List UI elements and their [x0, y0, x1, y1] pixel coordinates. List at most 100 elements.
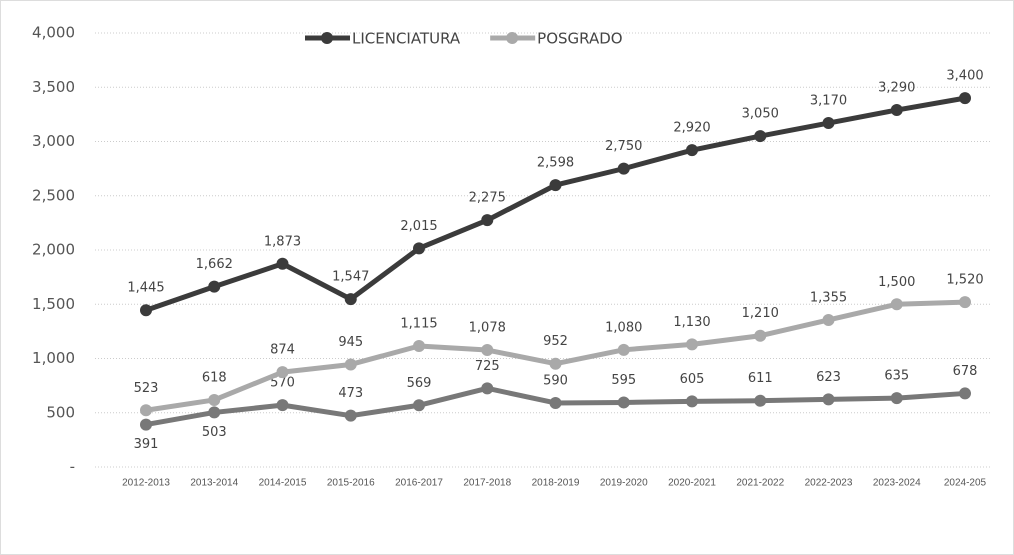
data-label: 2,275 [469, 191, 506, 206]
point [481, 344, 494, 357]
data-label: 945 [338, 335, 363, 350]
point [413, 399, 425, 412]
data-label: 605 [680, 372, 705, 387]
point [344, 409, 357, 422]
data-label: 523 [134, 381, 159, 396]
legend-label: POSGRADO [537, 30, 622, 48]
point [890, 104, 903, 117]
point [959, 296, 971, 309]
data-label: 1,078 [469, 321, 506, 336]
point [754, 394, 767, 407]
data-label: 1,210 [742, 306, 779, 321]
point [822, 117, 835, 130]
point [890, 392, 903, 405]
data-label: 1,873 [264, 234, 301, 249]
data-label: 1,500 [878, 275, 915, 290]
point [344, 293, 357, 306]
data-label: 952 [543, 334, 568, 349]
y-tick-label: 2,000 [32, 241, 75, 259]
data-label: 2,598 [537, 156, 574, 171]
x-tick-label: 2018-2019 [532, 478, 580, 489]
data-label: 635 [884, 369, 909, 384]
data-label: 590 [543, 373, 568, 388]
data-label: 618 [202, 370, 227, 385]
point [822, 313, 835, 326]
data-label: 2,920 [673, 121, 710, 136]
data-label: 1,115 [400, 317, 437, 332]
data-label: 2,015 [400, 219, 437, 234]
legend-marker [321, 32, 333, 44]
point [208, 406, 221, 419]
data-label: 391 [134, 437, 159, 452]
point [754, 329, 767, 342]
point [686, 395, 698, 408]
point [413, 242, 425, 255]
y-tick-label: 3,500 [32, 78, 75, 96]
point [276, 257, 289, 270]
data-label: 473 [338, 386, 363, 401]
data-label: 874 [270, 343, 295, 358]
data-label: 3,400 [946, 69, 983, 84]
data-label: 1,547 [332, 270, 369, 285]
x-tick-label: 2021-2022 [736, 478, 784, 489]
data-label: 1,520 [946, 273, 983, 288]
y-tick-label: - [70, 458, 75, 476]
data-label: 1,130 [673, 315, 710, 330]
point [276, 399, 289, 412]
point [686, 338, 698, 351]
y-tick-label: 2,500 [32, 186, 75, 204]
data-label: 611 [748, 371, 773, 386]
point [617, 343, 630, 356]
data-label: 595 [611, 373, 636, 388]
x-tick-label: 2014-2015 [259, 478, 307, 489]
point [344, 358, 357, 371]
x-tick-label: 2012-2013 [122, 478, 170, 489]
point [276, 366, 289, 379]
point [481, 214, 494, 227]
data-label: 3,290 [878, 81, 915, 96]
data-label: 503 [202, 425, 227, 440]
point [754, 130, 767, 143]
data-label: 3,170 [810, 94, 847, 109]
x-tick-label: 2015-2016 [327, 478, 375, 489]
data-label: 1,445 [127, 281, 164, 296]
x-tick-label: 2023-2024 [873, 478, 921, 489]
point [481, 382, 494, 395]
data-label: 678 [953, 364, 978, 379]
point [617, 162, 630, 175]
point [208, 280, 221, 293]
y-tick-label: 1,500 [32, 295, 75, 313]
point [208, 393, 221, 406]
legend-label: LICENCIATURA [352, 30, 461, 48]
point [890, 298, 903, 311]
point [549, 396, 562, 409]
data-label: 725 [475, 359, 500, 374]
x-tick-label: 2016-2017 [395, 478, 443, 489]
data-label: 1,080 [605, 320, 642, 335]
point [617, 396, 630, 409]
data-label: 623 [816, 370, 841, 385]
x-tick-label: 2020-2021 [668, 478, 716, 489]
x-tick-label: 2024-205 [944, 478, 987, 489]
data-label: 2,750 [605, 139, 642, 154]
data-label: 1,662 [196, 257, 233, 272]
point [413, 340, 425, 353]
y-tick-label: 3,000 [32, 132, 75, 150]
point [959, 92, 971, 105]
y-tick-label: 1,000 [32, 349, 75, 367]
data-label: 570 [270, 376, 295, 391]
point [549, 179, 562, 192]
point [959, 387, 971, 400]
x-tick-label: 2013-2014 [190, 478, 238, 489]
data-label: 569 [407, 376, 432, 391]
data-label: 3,050 [742, 107, 779, 122]
y-tick-label: 4,000 [32, 24, 75, 42]
data-label: 1,355 [810, 290, 847, 305]
point [140, 304, 152, 317]
x-tick-label: 2017-2018 [463, 478, 511, 489]
x-tick-label: 2022-2023 [805, 478, 853, 489]
y-tick-label: 500 [46, 403, 75, 421]
point [822, 393, 835, 406]
